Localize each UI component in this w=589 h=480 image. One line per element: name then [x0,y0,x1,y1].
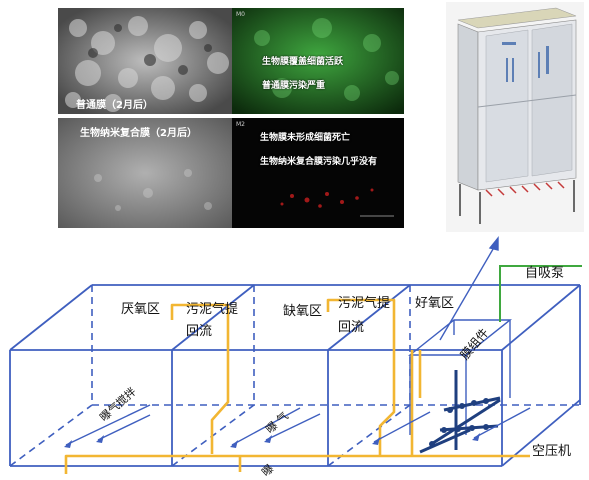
sludge-airlift-reflux-2-line1: 污泥气提 [338,296,391,311]
sludge-airlift-reflux-1-line1: 污泥气提 [186,302,239,317]
self-priming-pump-label: 自吸泵 [525,266,565,281]
fluorescence-tag-m2: M2 [236,121,245,128]
sludge-airlift-reflux-2-line2: 回流 [338,320,365,335]
aerobic-zone-label: 好氧区 [415,296,455,311]
sem-texture [58,8,232,114]
fluorescence-line-1-nanocomposite: 生物膜未形成细菌死亡 [260,133,351,143]
sem-texture-smooth [58,118,232,228]
fluorescence-image-nanocomposite: M2 生物膜未形成细菌死亡 生物纳米复合膜污染几乎没有 [232,118,404,228]
fluorescence-line-2-conventional: 普通膜污染严重 [262,81,326,91]
red-fluorescence-texture [280,188,394,217]
fluorescence-line-1-conventional: 生物膜覆盖细菌活跃 [262,57,344,67]
fluorescence-line-2-nanocomposite: 生物纳米复合膜污染几乎没有 [260,157,378,167]
fluorescence-tag-m0: M0 [236,11,245,18]
membrane-module-photo [446,2,584,232]
sem-caption-conventional: 普通膜（2月后） [76,100,153,111]
fluorescence-image-conventional: M0 生物膜覆盖细菌活跃 普通膜污染严重 [232,8,404,114]
sem-caption-nanocomposite: 生物纳米复合膜（2月后） [80,128,197,139]
air-compressor-label: 空压机 [532,444,572,459]
sem-image-nanocomposite: 生物纳米复合膜（2月后） [58,118,232,228]
sem-image-conventional: 普通膜（2月后） [58,8,232,114]
sludge-airlift-reflux-1-line2: 回流 [186,324,213,339]
anaerobic-zone-label: 厌氧区 [121,302,161,317]
anoxic-zone-label: 缺氧区 [283,304,323,319]
reactor-diagram [9,236,582,474]
green-fluorescence-texture [232,8,404,114]
